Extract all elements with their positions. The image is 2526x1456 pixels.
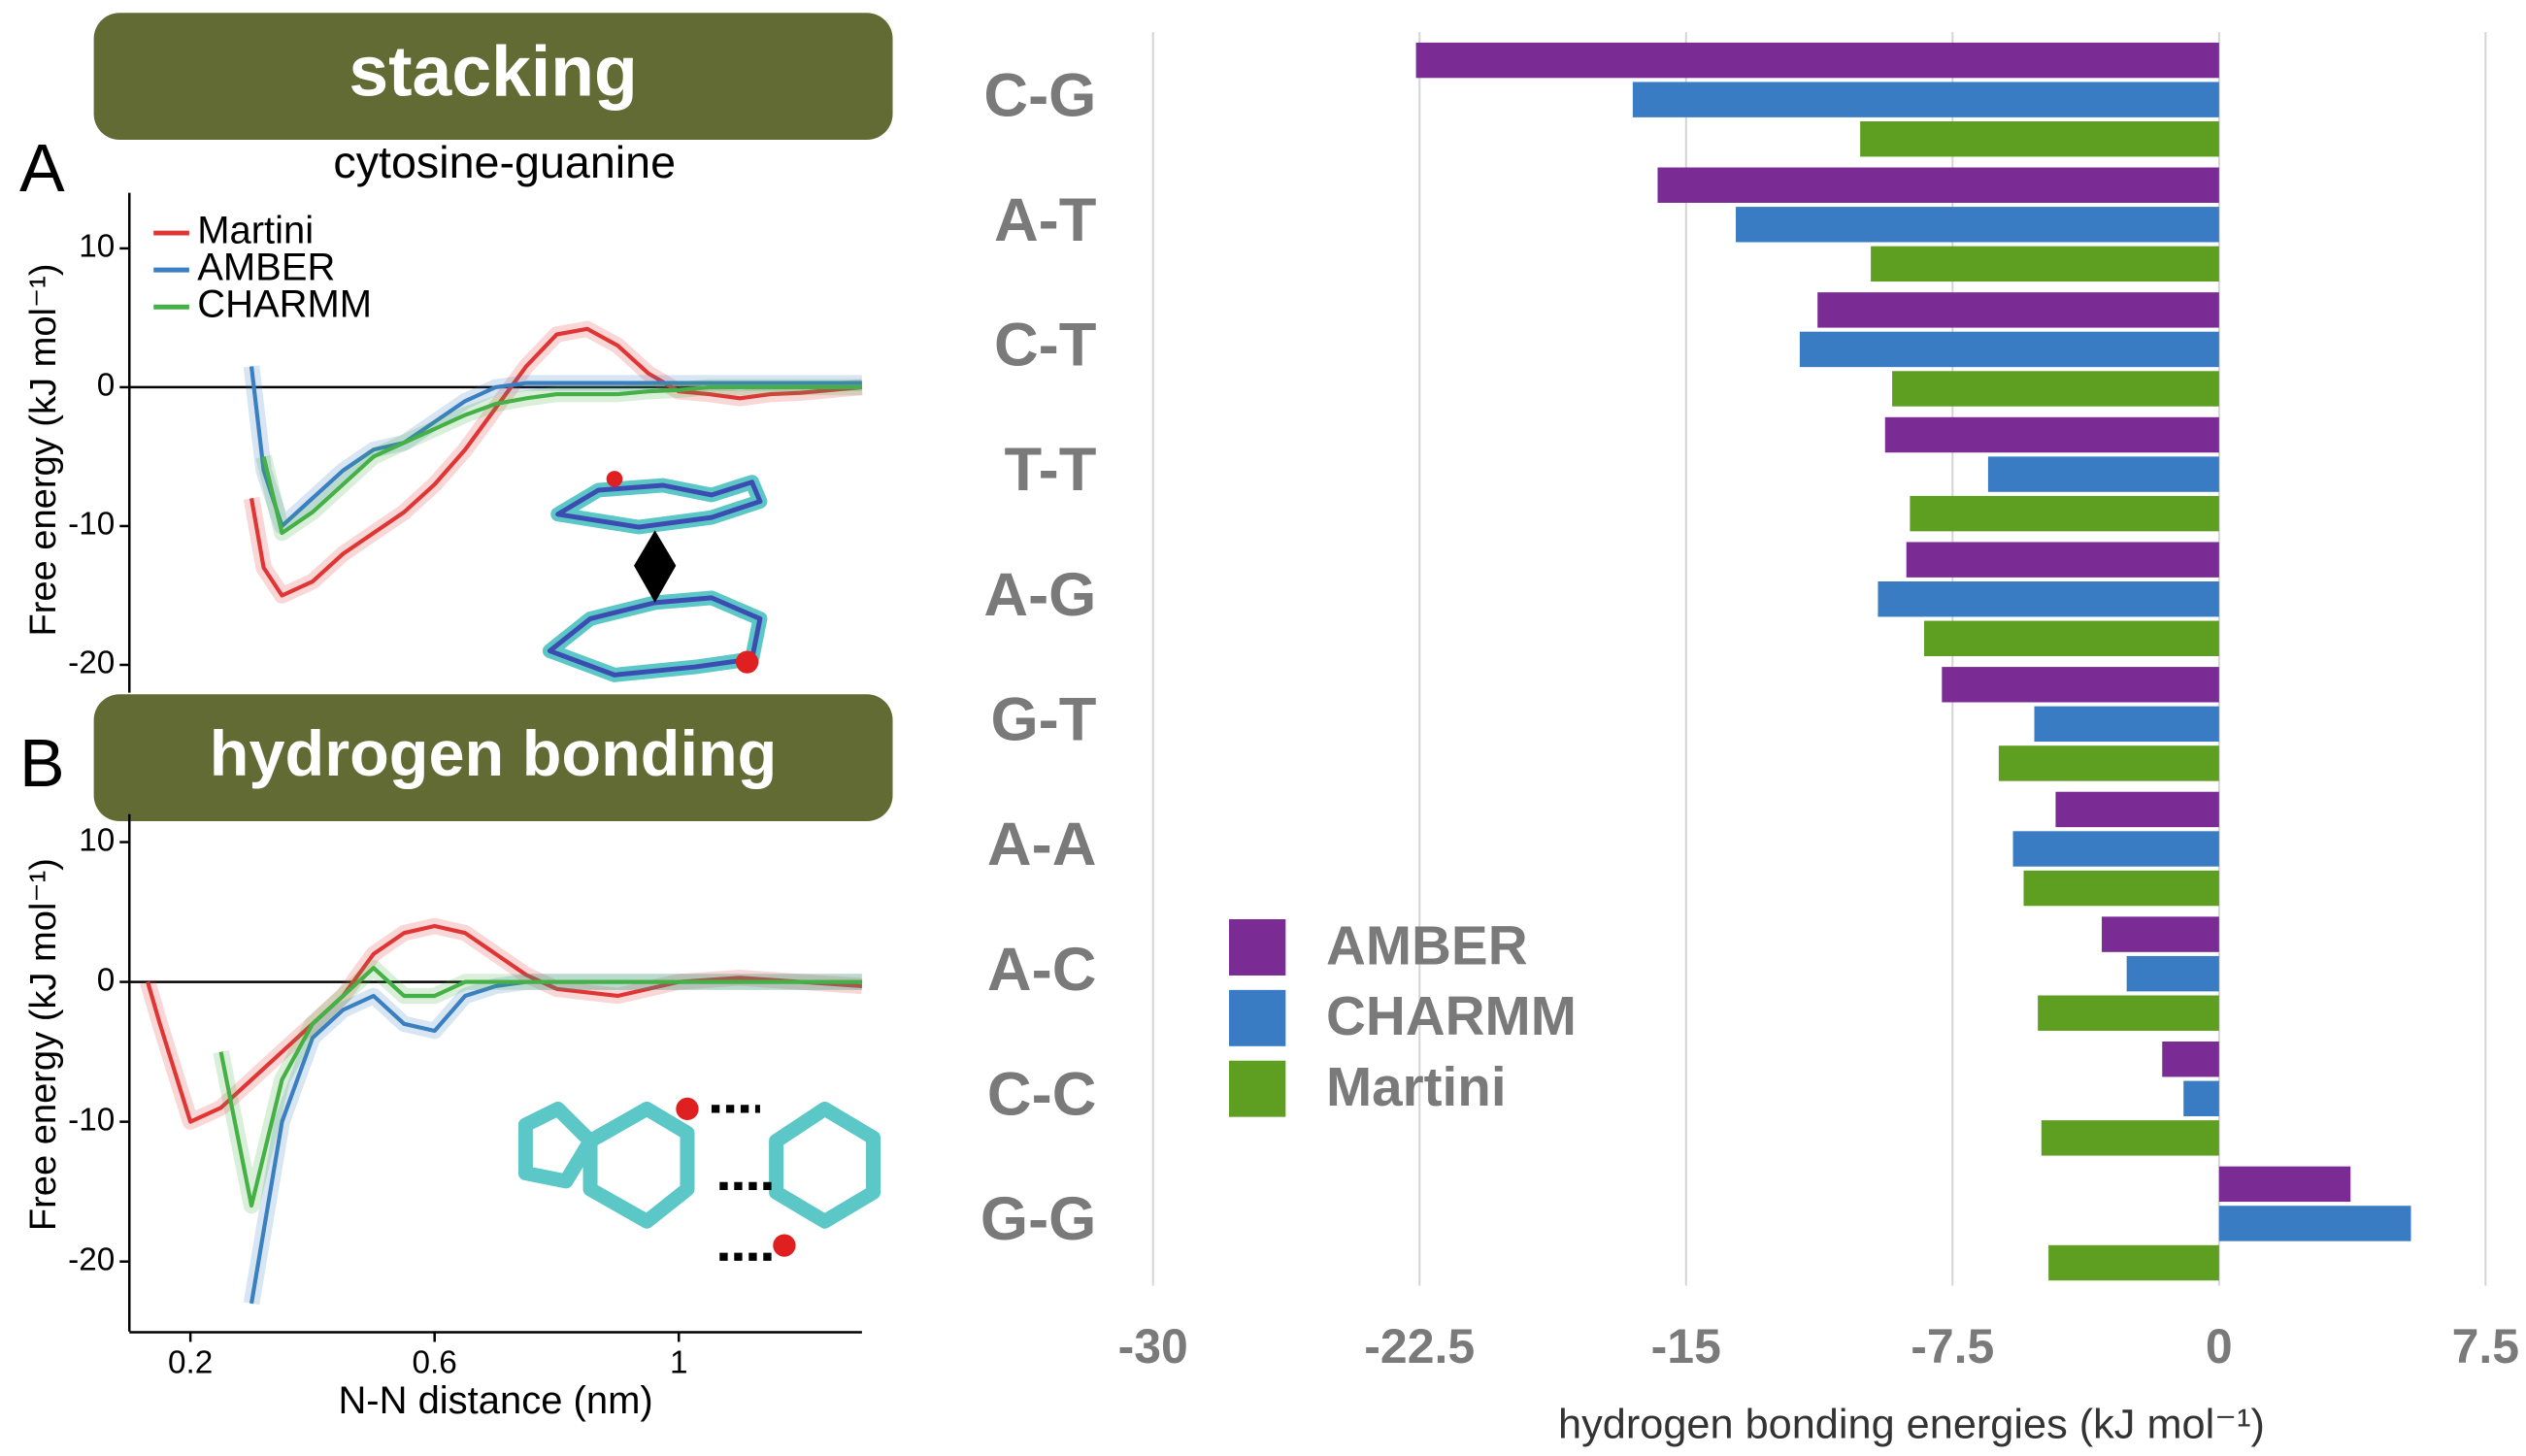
x-tick-label: -22.5 [1364, 1319, 1475, 1373]
bar [2013, 831, 2219, 866]
category-label: A-A [987, 811, 1096, 878]
y-tick-label: -20 [68, 645, 115, 681]
x-tick-label: 1 [670, 1344, 688, 1380]
molecule-hbond [525, 1098, 873, 1257]
bar [1416, 43, 2219, 78]
x-tick-label: -15 [1651, 1319, 1721, 1373]
legend-swatch [1229, 990, 1285, 1046]
bar [1885, 417, 2219, 452]
bar [1871, 247, 2219, 281]
bar [2102, 916, 2219, 951]
category-label: C-T [994, 312, 1096, 380]
category-label: A-G [983, 561, 1096, 629]
bar [2024, 871, 2219, 906]
legend-label: CHARMM [197, 283, 372, 326]
panel-title: stacking [349, 33, 637, 112]
x-axis-label: N-N distance (nm) [338, 1379, 652, 1422]
x-tick-label: 7.5 [2452, 1319, 2519, 1373]
bar [2162, 1042, 2219, 1076]
bar [1736, 207, 2219, 242]
bar [2042, 1120, 2219, 1155]
page: {"chart_data": [ {"type": "line", "panel… [0, 0, 2526, 1456]
category-label: A-T [994, 186, 1096, 254]
bar [1892, 371, 2219, 406]
bar [1657, 168, 2218, 203]
bar [1907, 542, 2219, 577]
panel-label: A [19, 130, 65, 206]
y-tick-label: 0 [97, 368, 116, 404]
x-tick-label: 0 [2206, 1319, 2233, 1373]
bar [2219, 1167, 2350, 1202]
line-band [148, 926, 862, 1122]
y-tick-label: -20 [68, 1241, 115, 1277]
y-axis-label: Free energy (kJ mol⁻¹) [22, 858, 64, 1231]
bar [1988, 456, 2219, 491]
category-label: C-G [983, 61, 1096, 129]
category-label: T-T [1005, 436, 1097, 504]
bar [1910, 496, 2218, 531]
category-label: C-C [987, 1061, 1096, 1129]
panel-title: hydrogen bonding [210, 718, 778, 790]
bar [2034, 707, 2218, 742]
bar [2055, 792, 2218, 827]
bar [1633, 82, 2219, 116]
bar [1924, 621, 2219, 656]
y-tick-label: -10 [68, 507, 115, 543]
y-axis-label: Free energy (kJ mol⁻¹) [22, 264, 64, 637]
y-tick-label: 10 [79, 822, 115, 858]
bar [2038, 995, 2219, 1030]
x-tick-label: 0.2 [168, 1344, 213, 1380]
bar [2183, 1081, 2219, 1116]
category-label: G-G [980, 1185, 1097, 1253]
y-tick-label: 10 [79, 229, 115, 265]
bar [1860, 121, 2219, 156]
x-axis-label: hydrogen bonding energies (kJ mol⁻¹) [1558, 1402, 2265, 1448]
bar [1942, 667, 2219, 702]
legend-swatch [1229, 919, 1285, 976]
legend-label: AMBER [1326, 915, 1528, 976]
panel-label: B [19, 725, 65, 801]
category-label: G-T [990, 686, 1096, 754]
bar [1999, 745, 2219, 780]
bar [1878, 581, 2218, 616]
y-tick-label: 0 [97, 962, 116, 998]
x-tick-label: -30 [1118, 1319, 1188, 1373]
legend-swatch [1229, 1061, 1285, 1117]
category-label: A-C [987, 936, 1096, 1004]
panel-subtitle: cytosine-guanine [333, 137, 676, 187]
legend-label: Martini [1326, 1056, 1507, 1117]
x-tick-label: 0.6 [413, 1344, 457, 1380]
y-tick-label: -10 [68, 1102, 115, 1138]
figure: -30 -22.5 -15 -7.5 0 7.5 hydrogen bonding ener… [0, 0, 2526, 1456]
bar [2048, 1245, 2219, 1280]
legend-label: CHARMM [1326, 985, 1577, 1046]
bar [2127, 956, 2219, 991]
x-tick-label: -7.5 [1911, 1319, 1994, 1373]
molecule-stacking [549, 471, 760, 675]
bar [1817, 292, 2219, 327]
bar [2219, 1206, 2411, 1241]
bar [1800, 332, 2219, 367]
